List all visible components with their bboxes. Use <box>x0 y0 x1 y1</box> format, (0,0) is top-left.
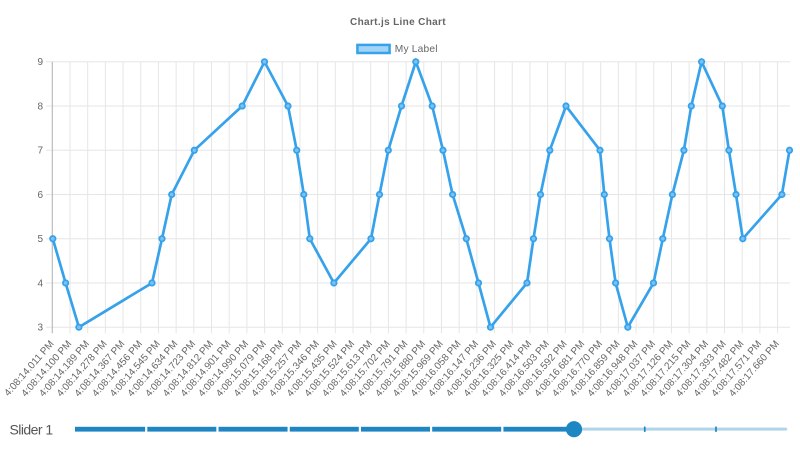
svg-text:4: 4 <box>37 278 43 289</box>
svg-text:Slider 1: Slider 1 <box>10 421 54 437</box>
svg-text:5: 5 <box>37 234 43 245</box>
svg-text:7: 7 <box>37 146 43 157</box>
svg-text:My Label: My Label <box>395 44 438 55</box>
svg-text:9: 9 <box>37 57 43 68</box>
svg-text:Chart.js Line Chart: Chart.js Line Chart <box>350 17 446 28</box>
svg-text:8: 8 <box>37 101 43 112</box>
svg-text:6: 6 <box>37 190 43 201</box>
svg-text:3: 3 <box>37 323 43 334</box>
